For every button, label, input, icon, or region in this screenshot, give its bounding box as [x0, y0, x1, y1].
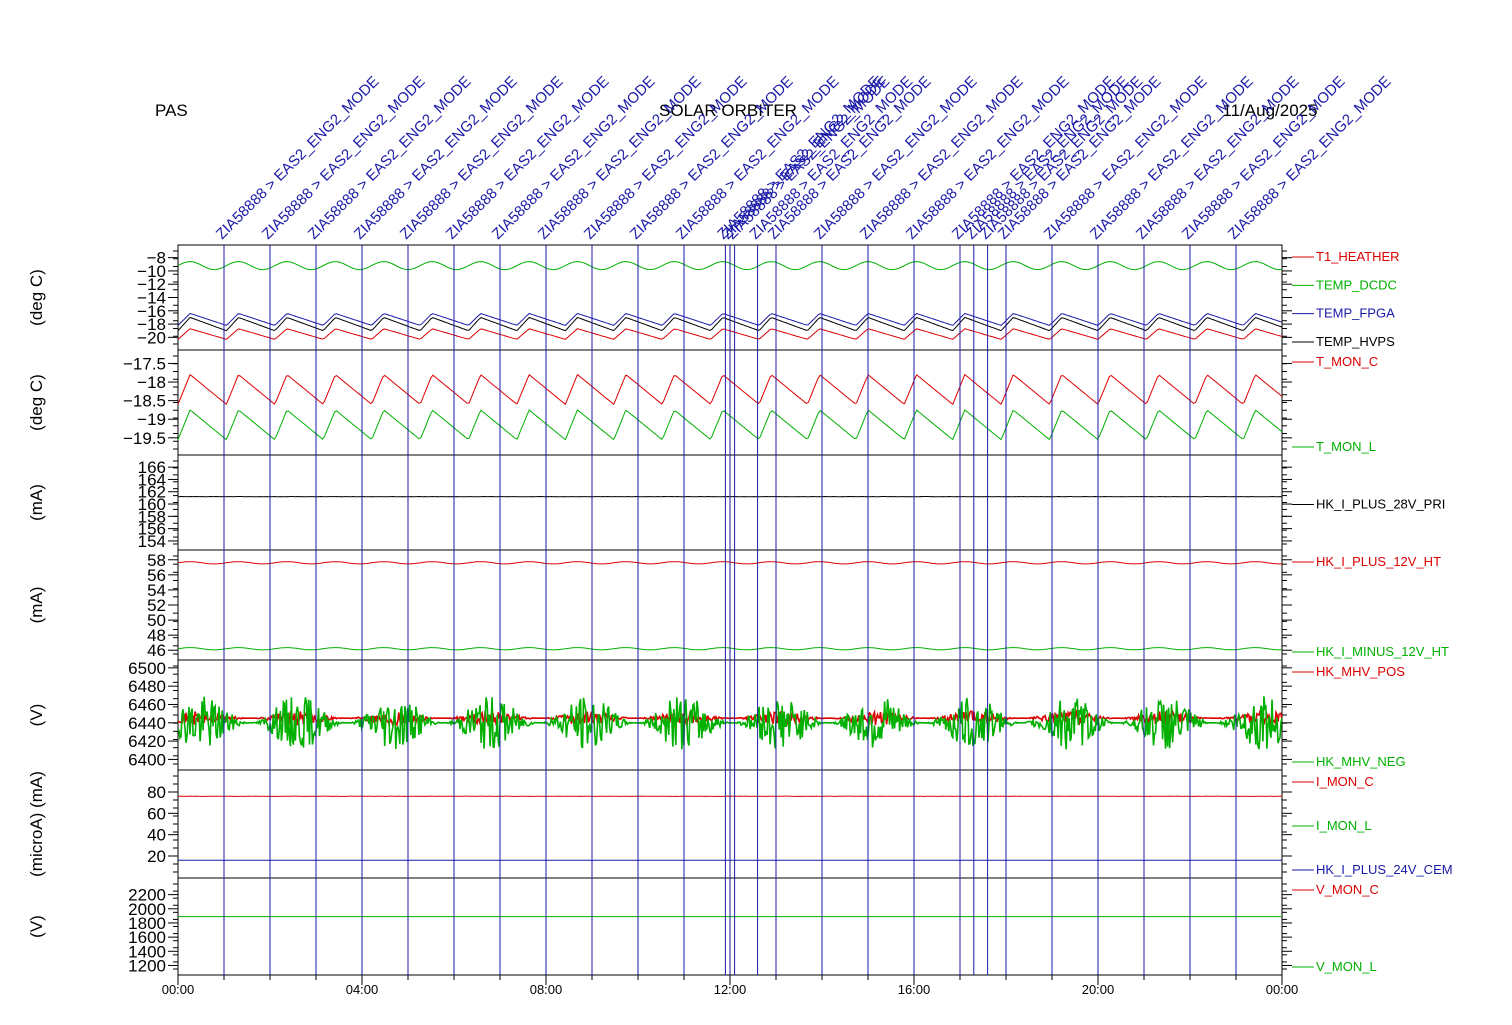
y-tick-label: 6420: [128, 732, 166, 751]
legend-entry: HK_I_PLUS_12V_HT: [1316, 554, 1441, 569]
y-tick-label: 60: [147, 804, 166, 823]
legend-entry: HK_MHV_POS: [1316, 664, 1405, 679]
y-axis-label: (deg C): [27, 374, 46, 431]
legend-entry: HK_I_MINUS_12V_HT: [1316, 644, 1449, 659]
legend-entry: I_MON_L: [1316, 818, 1372, 833]
y-axis-label: (microA) (mA): [27, 771, 46, 877]
x-axis: 00:00 04:00 08:00 12:00 16:00 20:00 00:00: [162, 975, 1299, 997]
y-tick-label: 6460: [128, 695, 166, 714]
legend-entry: T_MON_C: [1316, 354, 1378, 369]
y-tick-label: 6440: [128, 714, 166, 733]
y-tick-label: 20: [147, 847, 166, 866]
panel-2: −17.5−18−18.5−19−19.5 (deg C) T_MON_C T_MON…: [27, 350, 1378, 455]
y-tick-label: 6480: [128, 677, 166, 696]
y-tick-label: −19: [137, 410, 166, 429]
legend-entry: HK_I_PLUS_28V_PRI: [1316, 497, 1445, 512]
x-tick-label: 20:00: [1082, 982, 1115, 997]
y-tick-label: 80: [147, 783, 166, 802]
panel-7: 220020001800160014001200(V)V_MON_CV_MON_…: [27, 878, 1379, 975]
y-axis-label: (V): [27, 704, 46, 727]
panel-6: 80 60 40 20 (microA) (mA) I_MON_C I_MON_L HK_I_…: [27, 770, 1453, 878]
header-left: PAS: [155, 101, 188, 120]
legend-entry: TEMP_DCDC: [1316, 277, 1397, 292]
panel-3: 166164162160158156154(mA)HK_I_PLUS_28V_P…: [27, 455, 1445, 551]
y-tick-label: −20: [137, 328, 166, 347]
y-tick-label: −18.5: [123, 392, 166, 411]
y-tick-label: −17.5: [123, 354, 166, 373]
y-tick-label: −18: [137, 373, 166, 392]
panels-layer: −8−10−12−14−16−18−20(deg C)T1_HEATHERTEM…: [27, 245, 1453, 975]
y-tick-label: 1200: [128, 956, 166, 975]
y-axis-label: (V): [27, 915, 46, 938]
event-label: ZIA58888 > EAS2_ENG2_MODE: [213, 73, 383, 243]
y-tick-label: 6400: [128, 750, 166, 769]
x-tick-label: 04:00: [346, 982, 379, 997]
legend-entry: TEMP_FPGA: [1316, 306, 1395, 321]
legend-entry: I_MON_C: [1316, 774, 1374, 789]
legend-entry: TEMP_HVPS: [1316, 334, 1395, 349]
y-tick-label: 46: [147, 641, 166, 660]
legend-entry: HK_MHV_NEG: [1316, 754, 1406, 769]
x-tick-label: 08:00: [530, 982, 563, 997]
y-axis-label: (mA): [27, 484, 46, 521]
y-axis-label: (mA): [27, 587, 46, 624]
legend-entry: T_MON_L: [1316, 439, 1376, 454]
x-tick-label: 00:00: [162, 982, 195, 997]
legend-entry: HK_I_PLUS_24V_CEM: [1316, 862, 1453, 877]
legend-entry: T1_HEATHER: [1316, 249, 1400, 264]
legend-entry: V_MON_C: [1316, 882, 1379, 897]
y-axis-label: (deg C): [27, 269, 46, 326]
y-tick-label: 154: [138, 532, 166, 551]
x-tick-label: 00:00: [1266, 982, 1299, 997]
y-tick-label: 6500: [128, 659, 166, 678]
y-tick-label: 40: [147, 826, 166, 845]
y-tick-label: −19.5: [123, 429, 166, 448]
x-tick-label: 12:00: [714, 982, 747, 997]
x-tick-label: 16:00: [898, 982, 931, 997]
panel-1: −8−10−12−14−16−18−20(deg C)T1_HEATHERTEM…: [27, 245, 1400, 350]
legend-entry: V_MON_L: [1316, 959, 1377, 974]
